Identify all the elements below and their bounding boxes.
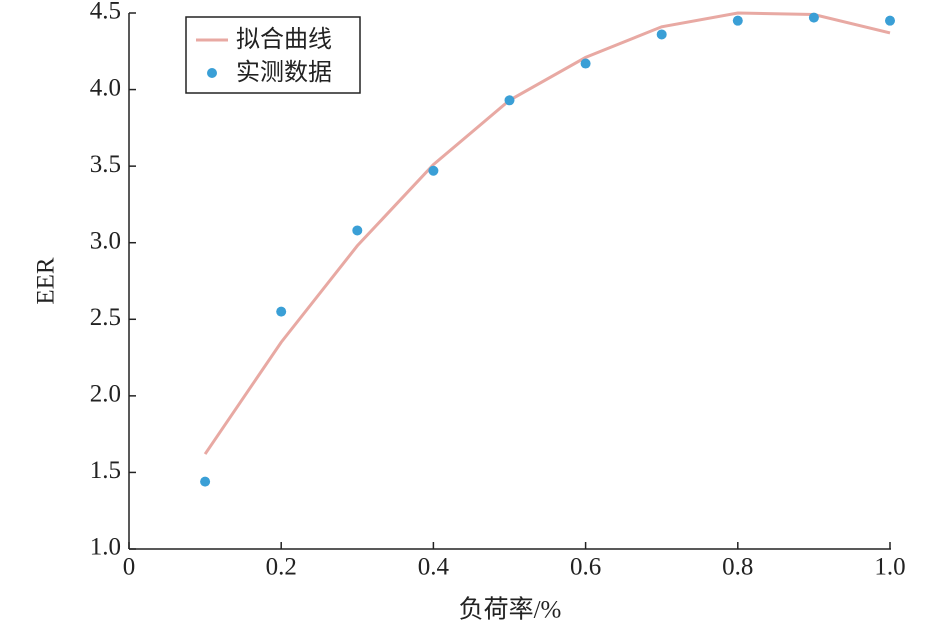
data-point [808, 12, 819, 23]
y-tick-label: 2.0 [90, 381, 121, 408]
y-tick-label: 4.5 [90, 0, 121, 25]
fit-line [203, 11, 891, 455]
data-point [276, 306, 287, 317]
y-tick-label: 2.5 [90, 304, 121, 331]
data-point [352, 225, 363, 236]
data-point [580, 58, 591, 69]
x-tick-label: 0.2 [266, 554, 297, 581]
data-point [885, 15, 895, 26]
x-tick-label: 0.6 [570, 554, 601, 581]
legend-box [185, 16, 361, 94]
data-point [656, 29, 667, 40]
legend-label: 拟合曲线 [236, 25, 332, 53]
legend-swatch [207, 68, 217, 78]
y-tick-label: 4.0 [90, 74, 121, 101]
x-axis-label: 负荷率/% [459, 596, 562, 624]
x-tick-label: 0.4 [418, 554, 450, 581]
y-tick-label: 3.5 [90, 151, 121, 178]
legend-label: 实测数据 [236, 58, 332, 86]
y-axis-label: EER [33, 257, 60, 305]
data-point [200, 476, 211, 487]
data-point [732, 15, 743, 26]
data-point [428, 165, 439, 176]
x-tick-label: 0 [123, 554, 136, 581]
data-point [504, 95, 515, 106]
y-tick-label: 3.0 [90, 227, 121, 254]
x-tick-label: 0.8 [722, 554, 753, 581]
y-tick-label: 1.0 [90, 534, 121, 561]
y-tick-label: 1.5 [90, 457, 121, 484]
x-tick-label: 1.0 [874, 554, 905, 581]
